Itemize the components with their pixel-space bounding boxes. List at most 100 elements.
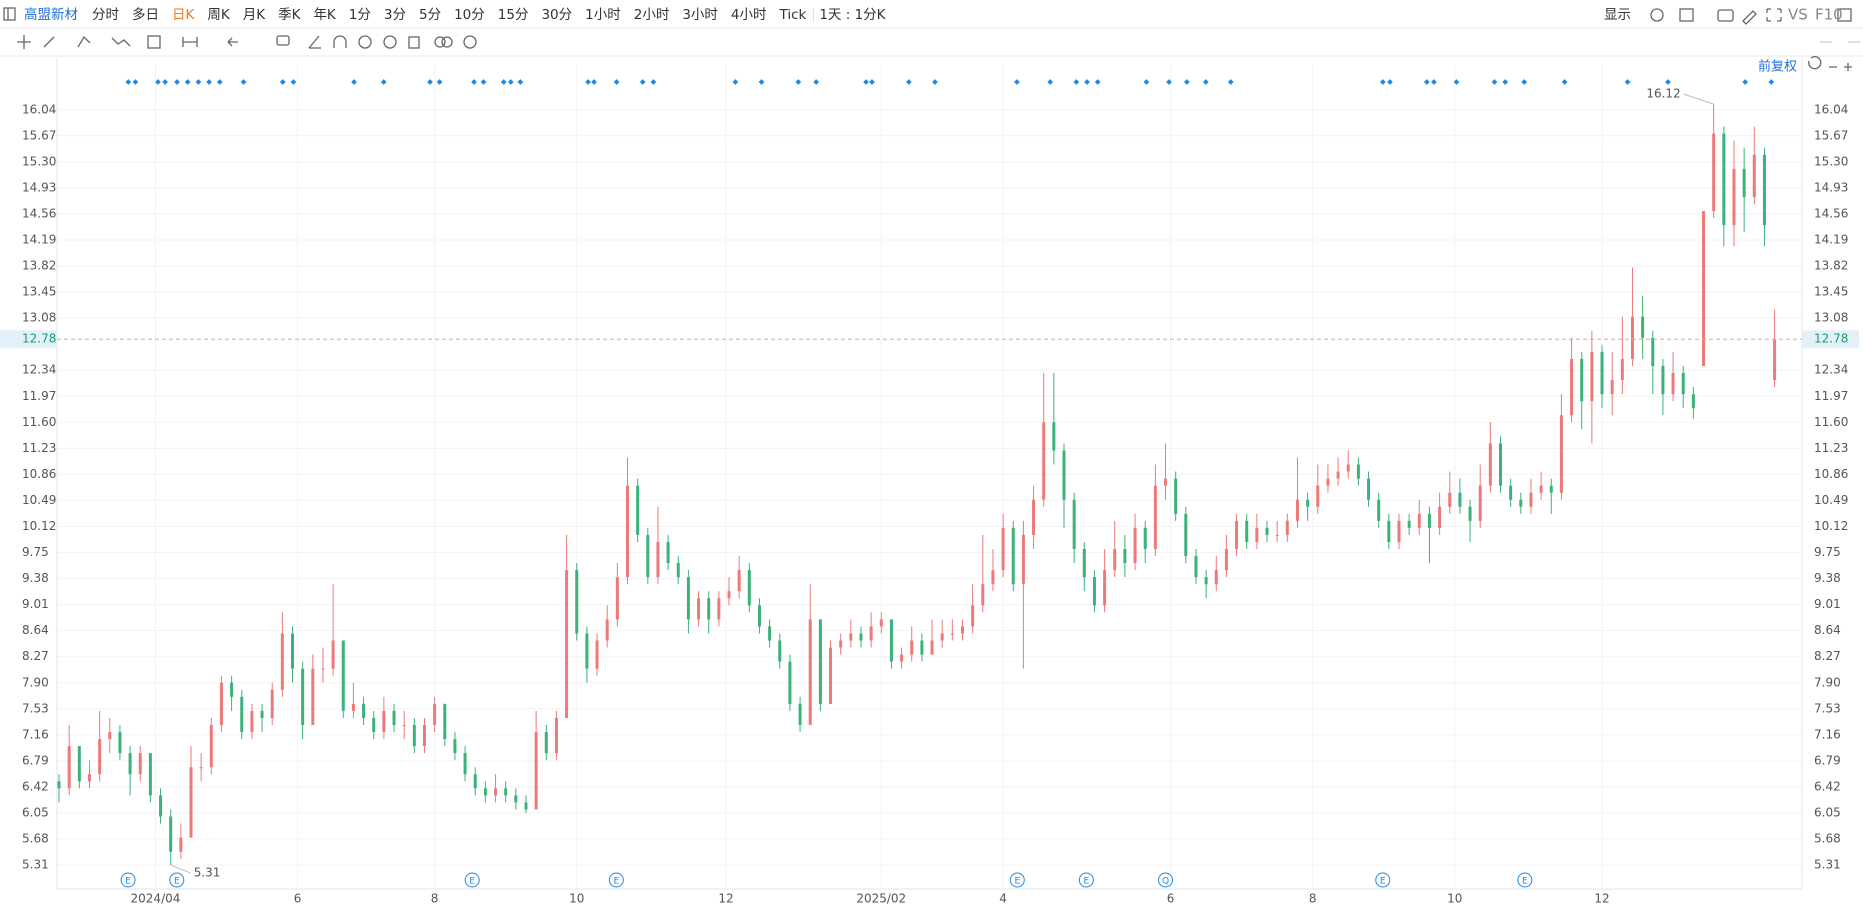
event-marker[interactable] (608, 872, 624, 888)
period-button[interactable]: 年K (313, 7, 336, 23)
period-button[interactable]: 多日 (132, 6, 159, 23)
range-tool[interactable] (182, 37, 198, 47)
zoom-controls[interactable] (1808, 56, 1852, 71)
y-tick-label: 5.31 (22, 858, 49, 872)
signal-marker (1073, 79, 1080, 85)
period-button[interactable]: 分时 (92, 7, 119, 23)
period-button[interactable]: 1分 (349, 7, 371, 23)
link-tool[interactable] (434, 36, 446, 48)
period-button[interactable]: 1小时 (585, 7, 621, 23)
candle-body (1478, 485, 1482, 521)
max-pointer (1683, 93, 1714, 105)
signal-marker (290, 79, 297, 85)
event-marker[interactable] (1078, 872, 1094, 888)
signal-marker (1014, 79, 1020, 85)
current-price-label: 12.78 (22, 332, 56, 346)
period-button[interactable]: 3小时 (682, 7, 718, 23)
channel-tool[interactable] (77, 35, 91, 48)
magnet-tool[interactable] (333, 35, 347, 48)
period-button[interactable]: 15分 (498, 7, 529, 23)
angle-tool[interactable] (308, 35, 321, 49)
candle-body (1600, 351, 1604, 395)
candle-body (372, 717, 376, 733)
fullscreen-button[interactable] (1766, 8, 1782, 22)
pen-button[interactable] (1742, 10, 1757, 25)
candle-body (1346, 464, 1350, 472)
period-button[interactable]: 30分 (541, 7, 572, 23)
signal-marker (1183, 79, 1190, 85)
candle-body (575, 570, 579, 634)
wave-tool[interactable] (111, 37, 131, 47)
arrow-tool[interactable] (227, 37, 238, 47)
settings-button[interactable] (1650, 8, 1664, 22)
eye-tool[interactable] (358, 35, 372, 49)
y-tick-label: 8.27 (22, 649, 49, 663)
sidebar-toggle[interactable] (3, 7, 16, 21)
candle-body (1610, 380, 1614, 395)
measure-tool[interactable] (147, 35, 161, 49)
candle-body (402, 724, 406, 726)
y-tick-label: 6.42 (22, 779, 49, 793)
candle-body (1001, 527, 1005, 571)
signal-marker (436, 79, 443, 85)
period-button[interactable]: 周K (207, 7, 230, 23)
candle-body (1092, 577, 1096, 606)
y-tick-label: 9.01 (1814, 597, 1841, 611)
period-button[interactable]: 月K (243, 7, 266, 23)
period-button[interactable]: 季K (278, 7, 301, 23)
candle-body (219, 682, 223, 725)
candle-body (463, 753, 467, 775)
candle-body (250, 710, 254, 733)
y-tick-label: 9.75 (22, 545, 49, 559)
x-tick-label: 10 (569, 892, 584, 906)
event-marker[interactable] (120, 872, 136, 888)
layout-button[interactable] (1679, 8, 1694, 22)
y-tick-label: 16.04 (22, 102, 56, 116)
camera-button[interactable] (1717, 9, 1734, 22)
delete-tool[interactable] (408, 36, 420, 49)
candle-body (108, 732, 112, 740)
period-button[interactable]: 10分 (454, 7, 485, 23)
signal-marker (216, 79, 223, 85)
candle-body (656, 541, 660, 578)
candle-body (1275, 534, 1279, 536)
candle-body (453, 739, 457, 754)
settings-tool[interactable] (463, 35, 477, 49)
period-button[interactable]: 2小时 (634, 7, 670, 23)
period-button[interactable]: 日K (172, 7, 195, 23)
event-marker[interactable] (1009, 872, 1025, 888)
period-button[interactable]: Tick (779, 7, 807, 23)
interval-menu[interactable]: 1天 : 1分K (819, 7, 886, 23)
candle-body (544, 732, 548, 754)
candle-body (1214, 570, 1218, 585)
candle-body (849, 633, 853, 641)
event-marker[interactable] (169, 872, 185, 888)
event-marker[interactable] (1517, 872, 1533, 888)
y-tick-label: 5.68 (22, 832, 49, 846)
candle-body (270, 689, 274, 718)
candle-body (707, 598, 711, 620)
line-tool[interactable] (43, 36, 55, 48)
display-menu[interactable]: 显示 (1604, 7, 1631, 23)
candle-body (981, 584, 985, 606)
period-button[interactable]: 5分 (419, 7, 441, 23)
note-tool[interactable] (276, 35, 290, 46)
x-tick-label: 6 (1167, 892, 1175, 906)
target-tool[interactable] (383, 35, 397, 49)
event-marker[interactable] (1375, 872, 1391, 888)
vs-button[interactable]: VS (1788, 6, 1808, 24)
event-label: Q (1162, 877, 1169, 887)
candle-body (788, 661, 792, 704)
event-marker[interactable] (1158, 872, 1174, 888)
candle-body (67, 746, 71, 789)
period-button[interactable]: 4小时 (731, 7, 767, 23)
adjust-button[interactable]: 前复权 (1758, 59, 1797, 75)
candle-body (768, 626, 772, 641)
f10-button[interactable]: F10 (1815, 6, 1843, 24)
signal-marker (480, 79, 487, 85)
event-marker[interactable] (464, 872, 480, 888)
move-tool[interactable] (17, 35, 31, 49)
panel-button[interactable] (1837, 8, 1852, 22)
period-button[interactable]: 3分 (384, 7, 406, 23)
candle-body (971, 605, 975, 627)
